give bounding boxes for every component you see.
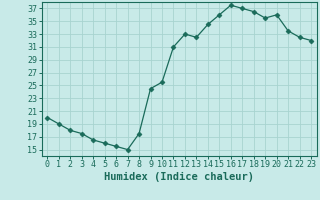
X-axis label: Humidex (Indice chaleur): Humidex (Indice chaleur) [104, 172, 254, 182]
